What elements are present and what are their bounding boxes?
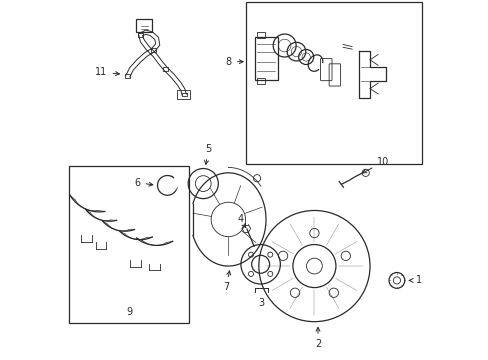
Text: 9: 9 (126, 307, 132, 317)
Bar (136, 19, 152, 32)
Text: 5: 5 (204, 144, 211, 165)
Text: 4: 4 (237, 215, 245, 228)
Bar (254, 37, 277, 80)
Bar (257, 78, 264, 84)
Text: 7: 7 (223, 271, 230, 292)
Bar (138, 33, 142, 37)
Bar (246, 3, 421, 164)
Text: 8: 8 (225, 57, 243, 67)
Bar (150, 48, 155, 52)
Text: 6: 6 (134, 177, 153, 188)
Text: 3: 3 (258, 298, 264, 308)
Text: 10: 10 (362, 157, 388, 173)
Bar (125, 74, 130, 78)
Bar (69, 166, 188, 323)
Bar (257, 32, 264, 39)
Bar (177, 90, 190, 99)
Text: 1: 1 (408, 275, 421, 285)
Text: 11: 11 (95, 67, 119, 77)
Bar (182, 93, 186, 96)
Text: 2: 2 (314, 327, 321, 349)
Bar (163, 67, 168, 71)
